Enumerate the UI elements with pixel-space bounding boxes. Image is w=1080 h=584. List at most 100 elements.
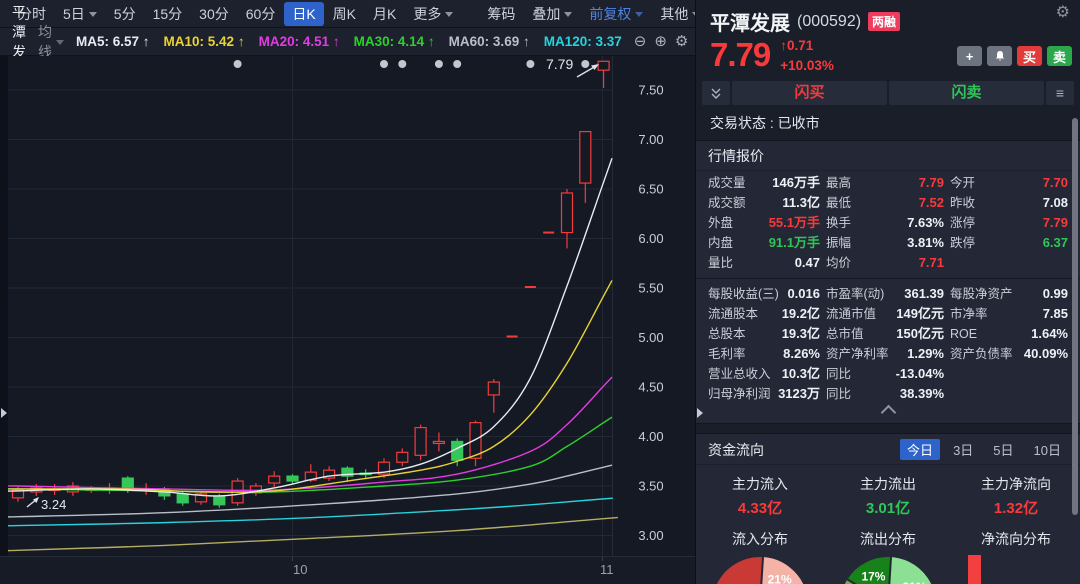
ma-legend-MA30: MA30: 4.14 ↑ <box>353 34 435 49</box>
distribution-title: 流出分布 <box>860 531 916 548</box>
flow-tab-10日[interactable]: 10日 <box>1033 443 1061 459</box>
field-value: 0.47 <box>794 255 820 271</box>
field-value: 10.3亿 <box>781 366 820 382</box>
panel-settings-icon[interactable]: ⚙ <box>1055 4 1070 21</box>
expand-left-panel-icon[interactable] <box>1 408 7 418</box>
collapse-panel-icon[interactable] <box>697 408 703 418</box>
zoom-out-icon[interactable]: ⊖ <box>633 33 647 50</box>
candle <box>487 381 500 396</box>
ma-selector-dropdown[interactable]: 均线 <box>38 22 64 62</box>
candle <box>597 60 610 71</box>
field-value: 7.63% <box>907 215 944 231</box>
inflow-donut-chart: 21%24%21%35% <box>714 555 806 584</box>
field-label: 今开 <box>950 176 976 191</box>
time-axis: 10 11 <box>0 556 695 584</box>
period-tab-60分[interactable]: 60分 <box>245 5 276 22</box>
event-marker-dots <box>233 60 590 68</box>
period-tab-分时[interactable]: 分时 <box>18 5 46 22</box>
buy-button[interactable]: 买 <box>1017 46 1042 66</box>
field-value: 150亿元 <box>896 326 944 342</box>
field-label: ROE <box>950 327 978 342</box>
field-value: 1.29% <box>907 346 944 362</box>
table-row: 毛利率 8.26% 资产净利率 1.29% 资产负债率 40.09% <box>708 344 1068 364</box>
flow-tab-5日[interactable]: 5日 <box>993 443 1014 459</box>
net-flow-bar-chart <box>968 555 981 584</box>
svg-text:5.00: 5.00 <box>638 330 663 345</box>
field-value: 0.016 <box>787 286 820 302</box>
candle <box>579 130 592 184</box>
stock-name: 平潭发展 <box>710 13 790 35</box>
svg-text:17%: 17% <box>861 570 885 584</box>
arrow-price-label: 7.79 <box>546 56 573 72</box>
trade-menu-button[interactable]: ≡ <box>1046 81 1074 106</box>
tool-叠加[interactable]: 叠加 <box>524 2 580 26</box>
collapse-section-icon[interactable] <box>880 404 896 421</box>
period-tab-月K[interactable]: 月K <box>373 5 397 22</box>
field-label: 毛利率 <box>708 347 746 362</box>
tool-前复权[interactable]: 前复权 <box>581 2 651 26</box>
alert-bell-button[interactable] <box>987 46 1012 66</box>
up-arrow-icon: ↑ <box>780 38 787 53</box>
svg-text:6.00: 6.00 <box>638 231 663 246</box>
field-label: 最高 <box>826 176 852 191</box>
flow-tab-今日[interactable]: 今日 <box>900 439 941 461</box>
field-label: 流通股本 <box>708 307 759 322</box>
ma120-line <box>3 497 614 527</box>
table-row: 营业总收入 10.3亿 同比 -13.04% <box>708 364 1068 384</box>
axis-tick <box>292 557 293 561</box>
flash-sell-button[interactable]: 闪卖 <box>889 81 1044 106</box>
field-label: 归母净利润 <box>708 387 771 402</box>
tool-筹码[interactable]: 筹码 <box>487 5 516 22</box>
candle <box>323 469 336 479</box>
field-value: 1.64% <box>1031 326 1068 342</box>
sell-button[interactable]: 卖 <box>1047 46 1072 66</box>
ma-values: MA5: 6.57 ↑ MA10: 5.42 ↑ MA20: 4.51 ↑ MA30:… <box>76 34 622 49</box>
candle <box>414 426 427 456</box>
fund-flow-title: 资金流向 <box>708 441 764 458</box>
ma-legend-MA60: MA60: 3.69 ↑ <box>448 34 530 49</box>
period-tab-30分[interactable]: 30分 <box>199 5 229 22</box>
period-tab-更多[interactable]: 更多 <box>405 2 461 26</box>
field-label: 成交额 <box>708 196 746 211</box>
table-row: 成交量 146万手 最高 7.79 今开 7.70 <box>708 173 1068 193</box>
donut-slices: 21%24%21%35% <box>714 555 806 584</box>
panel-scrollbar[interactable] <box>1072 118 1078 515</box>
chart-settings-icon[interactable]: ⚙ <box>674 33 689 50</box>
ma10-line <box>5 280 613 493</box>
field-label: 成交量 <box>708 176 746 191</box>
net-flow-bars <box>968 555 981 584</box>
chart-tools: 筹码 叠加 前复权 其他 <box>479 2 708 26</box>
period-tab-5分[interactable]: 5分 <box>113 5 136 22</box>
zoom-in-icon[interactable]: ⊕ <box>654 33 667 50</box>
ma-legend-MA10: MA10: 5.42 ↑ <box>163 34 245 49</box>
field-label: 内盘 <box>708 236 734 251</box>
distribution-title: 流入分布 <box>732 531 788 548</box>
svg-text:6.50: 6.50 <box>638 182 663 197</box>
svg-text:3.50: 3.50 <box>638 479 663 494</box>
left-collapse-strip[interactable] <box>0 56 8 556</box>
field-value: 91.1万手 <box>768 235 820 251</box>
field-label: 外盘 <box>708 216 734 231</box>
field-label: 昨收 <box>950 196 976 211</box>
period-tab-日K[interactable]: 日K <box>284 1 324 26</box>
quick-trade-expand-button[interactable] <box>702 81 730 106</box>
table-row: 归母净利润 3123万 同比 38.39% <box>708 384 1068 404</box>
field-label: 跌停 <box>950 236 976 251</box>
add-to-watchlist-button[interactable]: + <box>957 46 982 66</box>
period-tab-5日[interactable]: 5日 <box>55 2 105 26</box>
flash-buy-button[interactable]: 闪买 <box>732 81 887 106</box>
flow-tab-3日[interactable]: 3日 <box>953 443 974 459</box>
divider <box>696 278 1080 280</box>
field-label: 市盈率(动) <box>826 287 885 302</box>
period-tab-周K[interactable]: 周K <box>332 5 357 22</box>
field-value: 40.09% <box>1023 346 1068 362</box>
ma20-line <box>3 376 613 492</box>
candlestick-chart[interactable]: 7.50 7.00 6.50 6.00 5.50 5.00 4.50 4.00 3.50 3.00… <box>0 56 695 556</box>
stock-code: (000592) <box>797 12 862 30</box>
candle <box>11 489 25 499</box>
candle <box>432 440 445 445</box>
period-tab-15分[interactable]: 15分 <box>152 5 183 22</box>
period-toolbar: 分时 5日 5分 15分 30分 60分 日K 周K 月K 更多 筹码 叠加 前复权 其他 <box>0 0 770 28</box>
quote-section-title: 行情报价 <box>708 148 764 165</box>
candle <box>469 422 482 459</box>
